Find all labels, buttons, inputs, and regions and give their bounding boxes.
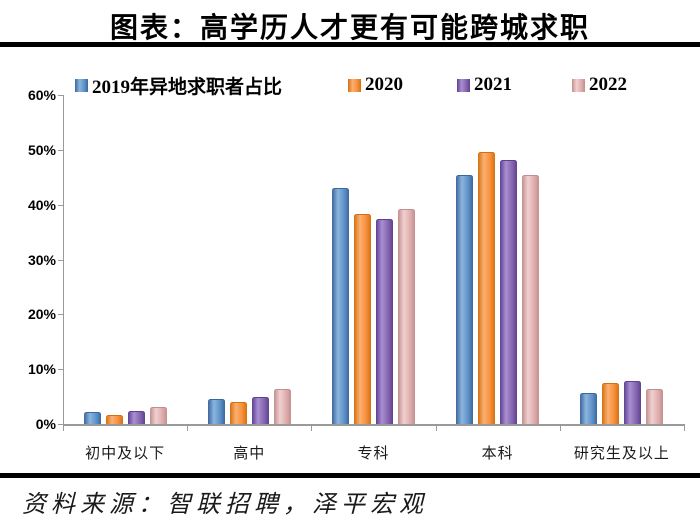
chart-title: 图表：高学历人才更有可能跨城求职	[109, 13, 590, 44]
x-axis-tick-mark	[187, 426, 189, 431]
x-axis-tick-mark	[311, 426, 313, 431]
legend-label: 2019年异地求职者占比	[92, 76, 283, 98]
bar-series1-cat3	[478, 152, 496, 424]
y-axis-tick-mark	[58, 314, 63, 316]
bar-group-cat0	[63, 95, 187, 424]
y-axis-tick-label: 0%	[35, 416, 56, 432]
x-axis-category-label: 初中及以下	[85, 446, 166, 462]
bar-series0-cat1	[207, 399, 225, 424]
y-axis-line	[63, 95, 64, 425]
x-axis-category-label: 专科	[357, 446, 390, 462]
bar-series1-cat4	[602, 383, 620, 424]
y-axis-tick-mark	[58, 204, 63, 206]
bar-series1-cat0	[105, 414, 123, 424]
bar-series3-cat4	[646, 389, 664, 424]
bar-series2-cat0	[127, 410, 145, 424]
x-axis-category-label: 高中	[233, 446, 266, 462]
legend-item-series3: 2022	[572, 74, 627, 95]
legend-swatch-icon	[572, 78, 585, 92]
source-note: 资料来源：智联招聘，泽平宏观	[22, 492, 428, 518]
y-axis-tick-mark	[58, 369, 63, 371]
bar-series1-cat2	[353, 213, 371, 424]
bar-group-cat4	[560, 95, 684, 424]
y-axis-tick-mark	[58, 95, 63, 96]
bottom-divider-line	[0, 473, 700, 478]
legend-item-series1: 2020	[348, 74, 403, 95]
y-axis-tick-mark	[58, 424, 63, 425]
bar-series3-cat0	[149, 406, 167, 424]
bar-series3-cat3	[522, 175, 540, 424]
bar-group-cat3	[436, 95, 560, 424]
x-axis-category-label: 本科	[481, 446, 514, 462]
bar-series0-cat2	[331, 188, 349, 424]
bar-series2-cat1	[251, 397, 269, 424]
y-axis-tick-label: 10%	[27, 361, 56, 378]
legend-swatch-icon	[348, 78, 361, 92]
bar-series3-cat2	[397, 209, 415, 424]
bar-series0-cat3	[456, 175, 474, 424]
x-axis-tick-mark	[63, 426, 64, 431]
bar-group-cat2	[311, 95, 435, 424]
x-axis-tick-mark	[559, 426, 561, 431]
y-axis-tick-label: 30%	[27, 251, 56, 268]
legend-item-series0: 2019年异地求职者占比	[75, 76, 282, 98]
bar-series3-cat1	[273, 388, 291, 424]
y-axis-tick-label: 40%	[27, 196, 56, 213]
legend-label: 2020	[365, 74, 403, 95]
x-axis-tick-mark	[435, 426, 437, 431]
y-axis-tick-label: 20%	[27, 306, 56, 323]
x-axis-tick-mark	[684, 426, 685, 431]
bar-series2-cat3	[500, 159, 518, 424]
x-axis-category-label: 研究生及以上	[573, 446, 670, 462]
bar-series2-cat4	[624, 380, 642, 424]
legend-swatch-icon	[75, 78, 88, 92]
x-axis-line	[63, 424, 685, 426]
bar-series0-cat4	[580, 392, 598, 424]
bar-series2-cat2	[375, 219, 393, 424]
legend-swatch-icon	[457, 78, 470, 92]
y-axis-tick-label: 60%	[27, 87, 56, 103]
bar-series0-cat0	[83, 412, 101, 424]
y-axis-tick-label: 50%	[27, 141, 56, 158]
top-divider-line	[0, 42, 700, 47]
legend-label: 2021	[474, 74, 512, 95]
legend-item-series2: 2021	[457, 74, 512, 95]
bar-series1-cat1	[229, 402, 247, 424]
legend-label: 2022	[589, 74, 627, 95]
y-axis-tick-mark	[58, 149, 63, 151]
bar-group-cat1	[187, 95, 311, 424]
y-axis-tick-mark	[58, 259, 63, 261]
